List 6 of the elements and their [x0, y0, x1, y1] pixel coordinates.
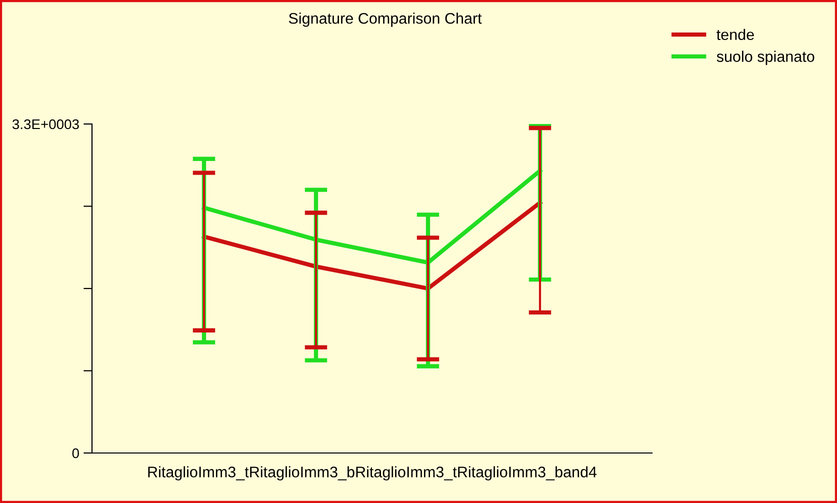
y-tick-label: 0: [72, 448, 79, 458]
y-tick-label: 3.3E+0003: [12, 119, 79, 130]
x-axis-title: RitaglioImm3_tRitaglioImm3_bRitaglioImm3_tRitaglioImm3_band4: [148, 466, 597, 480]
legend-label: suolo spianato: [716, 50, 814, 65]
chart-title: Signature Comparison Chart: [288, 12, 482, 27]
legend-label: tende: [716, 28, 754, 40]
